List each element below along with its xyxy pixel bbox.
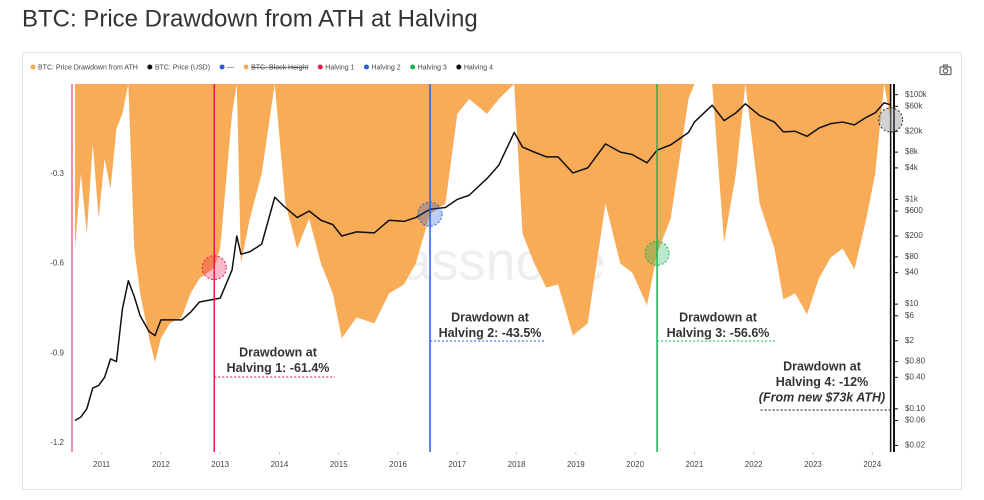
- legend-label: BTC: Price Drawdown from ATH: [38, 64, 138, 71]
- y2-tick-label: $8k: [905, 147, 919, 156]
- annotation-text: Halving 3: -56.6%: [667, 326, 770, 340]
- y-tick-label: -0.3: [50, 169, 64, 178]
- x-tick-label: 2020: [626, 460, 644, 469]
- y-tick-label: -0.6: [50, 259, 64, 268]
- y2-tick-label: $0.40: [905, 372, 926, 381]
- chart-title: BTC: Price Drawdown from ATH at Halving: [22, 5, 478, 32]
- annotation-text: Halving 4: -12%: [776, 375, 868, 389]
- legend-label: Halving 2: [371, 64, 400, 71]
- y2-tick-label: $60k: [905, 101, 923, 110]
- legend-label: Halving 4: [464, 64, 493, 71]
- legend-swatch: [317, 64, 323, 70]
- y2-tick-label: $10: [905, 299, 919, 308]
- x-tick-label: 2023: [804, 460, 822, 469]
- y2-tick-label: $200: [905, 231, 923, 240]
- x-tick-label: 2013: [211, 460, 229, 469]
- legend-swatch: [363, 64, 369, 70]
- x-tick-label: 2016: [389, 460, 407, 469]
- y2-tick-label: $4k: [905, 163, 919, 172]
- drawdown-area: [74, 84, 891, 363]
- y2-tick-label: $40: [905, 268, 919, 277]
- x-tick-label: 2022: [745, 460, 763, 469]
- halving-marker: [417, 201, 443, 227]
- legend-label: Halving 1: [325, 64, 354, 71]
- annotation-text: Halving 1: -61.4%: [227, 361, 330, 375]
- legend-label: Halving 3: [418, 64, 447, 71]
- legend-label: BTC: Block Height: [251, 64, 308, 71]
- y2-tick-label: $100k: [905, 90, 928, 99]
- y2-tick-label: $6: [905, 311, 914, 320]
- y2-tick-label: $0.80: [905, 357, 926, 366]
- halving-marker: [201, 255, 227, 281]
- annotation-text: Drawdown at: [451, 310, 530, 324]
- annotation-text: Drawdown at: [679, 310, 758, 324]
- x-tick-label: 2015: [330, 460, 348, 469]
- x-tick-label: 2012: [152, 460, 170, 469]
- x-tick-label: 2017: [448, 460, 466, 469]
- legend-swatch: [456, 64, 462, 70]
- legend-swatch: [410, 64, 416, 70]
- price-line: [74, 102, 891, 422]
- legend-swatch: [147, 64, 153, 70]
- halving-marker: [878, 107, 904, 133]
- y-tick-label: -1.2: [50, 438, 64, 447]
- annotation-text: Drawdown at: [783, 359, 862, 373]
- legend-swatch: [219, 64, 225, 70]
- x-tick-label: 2014: [271, 460, 289, 469]
- halving-marker: [644, 240, 670, 266]
- y2-tick-label: $600: [905, 206, 923, 215]
- y2-tick-label: $0.02: [905, 441, 926, 450]
- y2-tick-label: $0.06: [905, 416, 926, 425]
- y2-tick-label: $1k: [905, 195, 919, 204]
- camera-icon[interactable]: [939, 64, 952, 76]
- x-tick-label: 2024: [863, 460, 881, 469]
- y2-tick-label: $2: [905, 336, 914, 345]
- y2-tick-label: $0.10: [905, 404, 926, 413]
- annotation-text: Halving 2: -43.5%: [439, 326, 542, 340]
- legend-label: BTC: Price (USD): [155, 64, 210, 71]
- x-tick-label: 2018: [508, 460, 526, 469]
- y-tick-label: -0.9: [50, 348, 64, 357]
- y2-tick-label: $20k: [905, 126, 923, 135]
- x-tick-label: 2021: [686, 460, 704, 469]
- y2-tick-label: $80: [905, 252, 919, 261]
- annotation-text: (From new $73k ATH): [759, 390, 885, 404]
- x-tick-label: 2011: [93, 460, 111, 469]
- annotation-text: Drawdown at: [239, 345, 318, 359]
- legend-swatch: [30, 64, 36, 70]
- x-tick-label: 2019: [567, 460, 585, 469]
- chart-frame: [22, 52, 962, 490]
- legend-label: —: [227, 64, 234, 71]
- legend-swatch: [243, 64, 249, 70]
